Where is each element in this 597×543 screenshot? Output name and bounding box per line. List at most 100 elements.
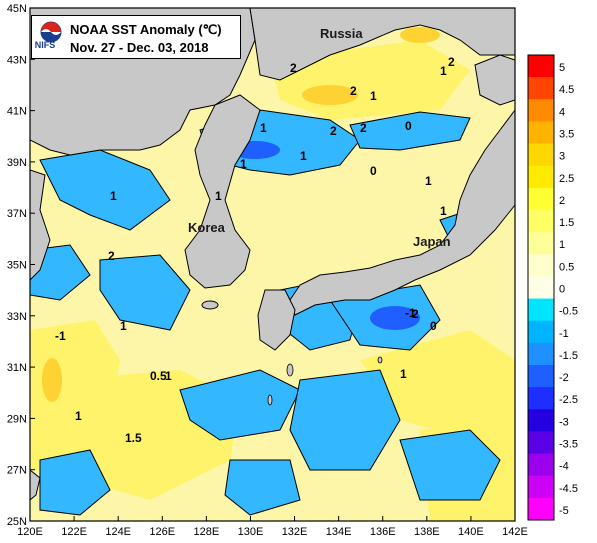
y-tick-label: 43N <box>7 54 27 66</box>
colorbar-swatch <box>528 143 554 167</box>
colorbar-label: 1 <box>559 239 565 251</box>
contour-label: -1 <box>405 306 416 320</box>
x-tick-label: 120E <box>17 526 43 538</box>
x-axis-ticks: 120E 122E 124E 126E 128E 130E 132E 134E 136E 138E… <box>17 516 528 538</box>
colorbar-swatch <box>528 99 554 122</box>
colorbar-label: 1.5 <box>559 217 574 229</box>
contour-label: -1 <box>55 329 66 343</box>
y-tick-label: 33N <box>7 311 27 323</box>
contour-label: 1 <box>240 157 247 171</box>
colorbar: 5 4.5 4 3.5 3 2.5 2 1.5 1 0.5 0 -0.5 -1 -1.5 -2 -2.5 -3 -… <box>527 54 578 521</box>
colorbar-swatch <box>528 187 554 211</box>
colorbar-label: -3.5 <box>559 439 578 451</box>
contour-label: 1 <box>300 149 307 163</box>
colorbar-swatch <box>528 475 554 499</box>
colorbar-label: 2.5 <box>559 173 574 185</box>
contour-label: 0 <box>430 319 437 333</box>
land-korea <box>184 94 261 289</box>
x-tick-label: 122E <box>61 526 87 538</box>
colorbar-label: 5 <box>559 62 565 74</box>
map-date-range: Nov. 27 - Dec. 03, 2018 <box>70 40 209 55</box>
colorbar-label: 2 <box>559 195 565 207</box>
y-tick-label: 39N <box>7 157 27 169</box>
x-tick-label: 128E <box>194 526 220 538</box>
land-jeju <box>201 300 219 310</box>
x-tick-label: 138E <box>414 526 440 538</box>
colorbar-label: -0.5 <box>559 306 578 318</box>
x-tick-label: 130E <box>238 526 264 538</box>
contour-label: 2 <box>360 121 367 135</box>
colorbar-label: 0 <box>559 284 565 296</box>
contour-label: 2 <box>290 61 297 75</box>
colorbar-label: 0.5 <box>559 261 574 273</box>
y-tick-label: 45N <box>7 3 27 15</box>
contour-label: 2 <box>412 307 419 321</box>
contour-label: 1 <box>110 189 117 203</box>
contour-label: 1 <box>260 121 267 135</box>
contour-label: 1 <box>440 204 447 218</box>
colorbar-swatch <box>528 232 554 255</box>
y-tick-label: 35N <box>7 260 27 272</box>
contour-label: 1 <box>165 369 172 383</box>
colorbar-swatch <box>528 431 554 455</box>
colorbar-label: -5 <box>559 505 569 517</box>
colorbar-label: 4 <box>559 106 565 118</box>
small-islands <box>267 356 383 406</box>
colorbar-label: 4.5 <box>559 84 574 96</box>
contour-label: 1 <box>120 319 127 333</box>
colorbar-label: -1 <box>559 328 569 340</box>
colorbar-swatch <box>528 276 554 300</box>
contour-label: 2 <box>448 55 455 69</box>
x-tick-label: 132E <box>282 526 308 538</box>
colorbar-swatch <box>528 165 554 189</box>
colorbar-label: -2.5 <box>559 394 578 406</box>
logo-text: NIFS <box>34 40 56 50</box>
nifs-logo-icon <box>40 21 62 43</box>
contour-label: 1 <box>215 189 222 203</box>
map-title: NOAA SST Anomaly (℃) <box>70 22 222 37</box>
contour-label: 1 <box>400 367 407 381</box>
y-tick-label: 27N <box>7 465 27 477</box>
colorbar-swatch <box>528 342 554 366</box>
colorbar-swatch <box>528 409 554 432</box>
y-axis-ticks: 45N 43N 41N 39N 37N 35N 33N 31N 29N 27N 25N <box>7 3 35 528</box>
cool-anomaly-regions <box>30 109 501 516</box>
contour-label: 1 <box>440 64 447 78</box>
x-tick-label: 140E <box>458 526 484 538</box>
contour-label: 1 <box>370 89 377 103</box>
colorbar-swatch <box>528 387 554 410</box>
colorbar-label: 3 <box>559 151 565 163</box>
land-russia <box>249 8 515 81</box>
colorbar-swatch <box>528 254 554 277</box>
place-label-korea: Korea <box>188 220 226 235</box>
colorbar-swatch <box>528 77 554 100</box>
land-japan-hokkaido <box>474 54 515 106</box>
y-tick-label: 25N <box>7 516 27 528</box>
colorbar-swatch <box>528 320 554 344</box>
colorbar-swatch <box>528 365 554 388</box>
land-japan-honshu <box>289 109 515 316</box>
contour-label: 1 <box>75 409 82 423</box>
place-label-japan: Japan <box>413 234 451 249</box>
title-box: NIFS NOAA SST Anomaly (℃) Nov. 27 - Dec.… <box>31 15 241 59</box>
land-china-coast <box>30 169 51 281</box>
colorbar-label: 3.5 <box>559 129 574 141</box>
colorbar-swatch <box>528 121 554 145</box>
strong-warm-spots <box>42 27 440 402</box>
colorbar-border <box>527 54 555 521</box>
colorbar-label: -1.5 <box>559 350 578 362</box>
contour-label: 0 <box>370 164 377 178</box>
colorbar-label: -3 <box>559 416 569 428</box>
colorbar-swatch <box>528 453 554 477</box>
contour-label: 1 <box>425 174 432 188</box>
land-southwest <box>30 469 41 501</box>
contour-label: 1.5 <box>125 431 142 445</box>
colorbar-label: -2 <box>559 372 569 384</box>
place-label-russia: Russia <box>320 26 363 41</box>
colorbar-label: -4.5 <box>559 483 578 495</box>
x-tick-label: 124E <box>105 526 131 538</box>
colorbar-label: -4 <box>559 461 569 473</box>
colorbar-swatch <box>528 210 554 233</box>
colorbar-swatch <box>528 497 554 521</box>
